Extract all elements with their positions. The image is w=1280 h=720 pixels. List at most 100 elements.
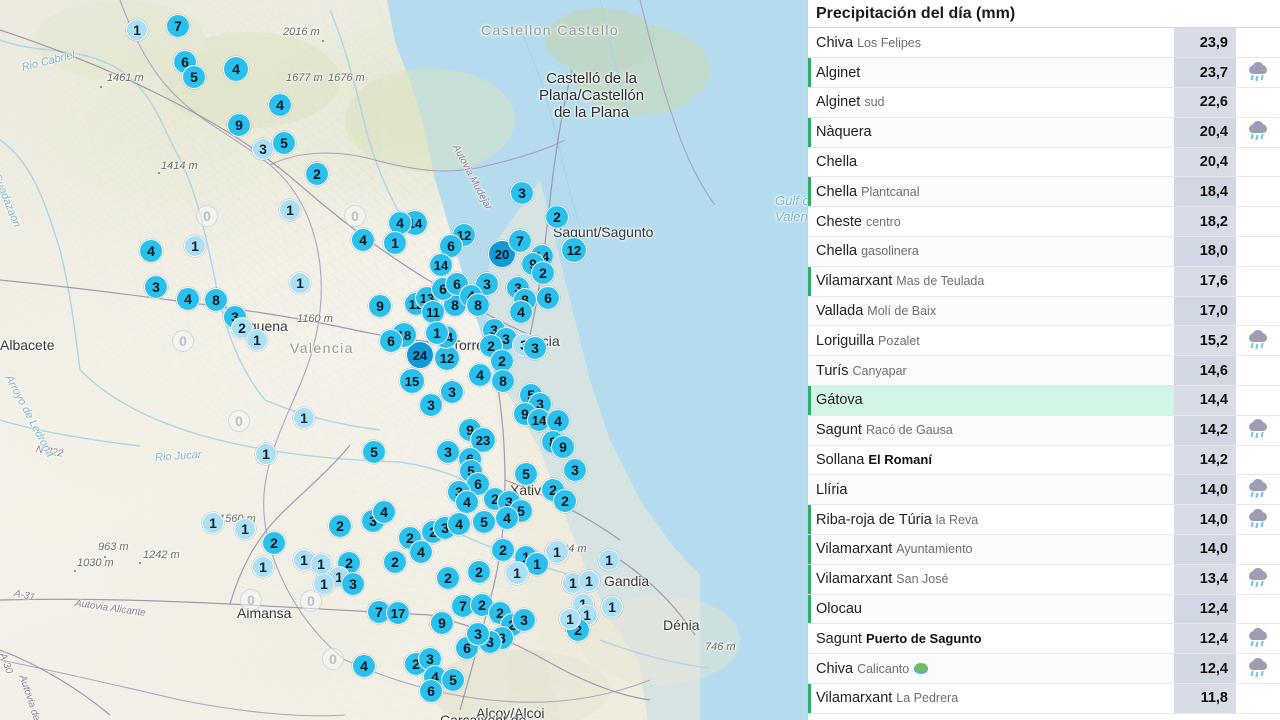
map-station-marker[interactable]: 4: [351, 228, 375, 252]
table-row[interactable]: Riba-roja de Túria la Reva 14,0: [808, 504, 1280, 536]
webcam-icon[interactable]: [914, 662, 929, 674]
map-station-marker[interactable]: 1: [505, 561, 529, 585]
table-row[interactable]: Alginet sud 22,6: [808, 87, 1280, 118]
table-row[interactable]: Turís Canyapar 14,6: [808, 355, 1280, 387]
map-station-marker[interactable]: 5: [272, 131, 296, 155]
table-row[interactable]: Chella 20,4: [808, 147, 1280, 178]
map-station-marker[interactable]: 1: [246, 329, 268, 351]
map-station-marker[interactable]: 1: [559, 608, 581, 630]
map-station-marker[interactable]: 0: [228, 410, 250, 432]
map-station-marker[interactable]: 5: [514, 462, 538, 486]
map-station-marker[interactable]: 2: [436, 566, 460, 590]
map-station-marker[interactable]: 8: [466, 293, 490, 317]
map-station-marker[interactable]: 6: [466, 472, 490, 496]
map-station-marker[interactable]: 1: [126, 19, 148, 41]
map-station-marker[interactable]: 1: [601, 596, 623, 618]
map-station-marker[interactable]: 7: [508, 229, 532, 253]
table-row[interactable]: Vilamarxant La Pedrera 11,8: [808, 683, 1280, 714]
map-station-marker[interactable]: 3: [341, 572, 365, 596]
map-station-marker[interactable]: 6: [536, 286, 560, 310]
map-station-marker[interactable]: 15: [399, 368, 425, 394]
map-station-marker[interactable]: 4: [176, 287, 200, 311]
map-station-marker[interactable]: 1: [293, 407, 315, 429]
map-station-marker[interactable]: 2: [553, 489, 577, 513]
map-station-marker[interactable]: 1: [545, 540, 569, 564]
map-station-marker[interactable]: 8: [204, 288, 228, 312]
map-station-marker[interactable]: 3: [510, 181, 534, 205]
map-station-marker[interactable]: 1: [252, 556, 274, 578]
map-station-marker[interactable]: 5: [362, 440, 386, 464]
map-station-marker[interactable]: 9: [551, 435, 575, 459]
map-station-marker[interactable]: 14: [429, 253, 453, 277]
map-station-marker[interactable]: 1: [202, 512, 224, 534]
map-station-marker[interactable]: 1: [279, 199, 301, 221]
map-station-marker[interactable]: 2: [262, 531, 286, 555]
map-station-marker[interactable]: 3: [252, 138, 274, 160]
map-station-marker[interactable]: 0: [344, 205, 366, 227]
map-station-marker[interactable]: 5: [441, 668, 465, 692]
map-station-marker[interactable]: 0: [172, 330, 194, 352]
precipitation-map[interactable]: Castellon Castello Castelló de la Plana/C…: [0, 0, 807, 720]
map-station-marker[interactable]: 12: [561, 237, 587, 263]
map-station-marker[interactable]: 6: [379, 329, 403, 353]
map-station-marker[interactable]: 2: [545, 205, 569, 229]
map-station-marker[interactable]: 1: [184, 235, 206, 257]
map-station-marker[interactable]: 2: [305, 162, 329, 186]
map-station-marker[interactable]: 0: [196, 205, 218, 227]
map-station-marker[interactable]: 3: [512, 608, 536, 632]
map-station-marker[interactable]: 4: [495, 506, 519, 530]
table-row[interactable]: Chella gasolinera 18,0: [808, 236, 1280, 267]
map-station-marker[interactable]: 4: [139, 239, 163, 263]
map-station-marker[interactable]: 4: [352, 654, 376, 678]
table-row[interactable]: Chella Plantcanal 18,4: [808, 176, 1280, 208]
map-station-marker[interactable]: 1: [578, 570, 600, 592]
map-station-marker[interactable]: 4: [268, 93, 292, 117]
map-station-marker[interactable]: 6: [419, 679, 443, 703]
table-row[interactable]: Vilamarxant San José 13,4: [808, 564, 1280, 595]
map-station-marker[interactable]: 3: [563, 458, 587, 482]
map-station-marker[interactable]: 9: [227, 113, 251, 137]
map-station-marker[interactable]: 3: [440, 380, 464, 404]
table-row[interactable]: Olocau 12,4: [808, 594, 1280, 625]
map-station-marker[interactable]: 4: [455, 490, 479, 514]
table-row[interactable]: Chiva Calicanto 12,4: [808, 653, 1280, 685]
table-row[interactable]: Sagunt Puerto de Sagunto 12,4: [808, 623, 1280, 655]
map-station-marker[interactable]: 3: [523, 336, 547, 360]
table-row[interactable]: Vilamarxant Mas de Teulada 17,6: [808, 266, 1280, 297]
map-station-marker[interactable]: 9: [368, 294, 392, 318]
map-station-marker[interactable]: 14: [527, 408, 551, 432]
map-station-marker[interactable]: 4: [372, 500, 396, 524]
map-station-marker[interactable]: 0: [300, 590, 322, 612]
table-row[interactable]: Sollana El Romaní 14,2: [808, 445, 1280, 476]
table-row[interactable]: Cheste centro 18,2: [808, 206, 1280, 238]
map-station-marker[interactable]: 0: [322, 648, 344, 670]
map-station-marker[interactable]: 2: [491, 538, 515, 562]
table-row[interactable]: Alginet 23,7: [808, 57, 1280, 89]
map-station-marker[interactable]: 9: [430, 611, 454, 635]
map-station-marker[interactable]: 4: [468, 363, 492, 387]
map-station-marker[interactable]: 3: [436, 440, 460, 464]
table-row[interactable]: Sagunt Racó de Gausa 14,2: [808, 415, 1280, 446]
map-station-marker[interactable]: 7: [166, 14, 190, 38]
map-station-marker[interactable]: 2: [328, 514, 352, 538]
map-station-marker[interactable]: 4: [409, 540, 433, 564]
table-row[interactable]: Chiva Los Felipes 23,9: [808, 28, 1280, 59]
map-station-marker[interactable]: 1: [289, 272, 311, 294]
map-station-marker[interactable]: 2: [467, 560, 491, 584]
map-station-marker[interactable]: 4: [509, 300, 533, 324]
map-station-marker[interactable]: 1: [255, 443, 277, 465]
table-row[interactable]: Vallada Molí de Baix 17,0: [808, 296, 1280, 327]
map-station-marker[interactable]: 1: [313, 573, 335, 595]
map-station-marker[interactable]: 5: [182, 65, 206, 89]
map-station-marker[interactable]: 8: [491, 369, 515, 393]
map-station-marker[interactable]: 3: [144, 275, 168, 299]
map-station-marker[interactable]: 3: [419, 393, 443, 417]
map-station-marker[interactable]: 5: [472, 510, 496, 534]
table-row[interactable]: Gátova 14,4: [808, 385, 1280, 416]
map-station-marker[interactable]: 0: [240, 589, 262, 611]
map-station-marker[interactable]: 2: [383, 550, 407, 574]
map-station-marker[interactable]: 4: [388, 211, 412, 235]
map-station-marker[interactable]: 17: [386, 601, 410, 625]
precipitation-panel[interactable]: Precipitación del día (mm) Chiva Los Feli…: [807, 0, 1280, 720]
map-station-marker[interactable]: 3: [466, 622, 490, 646]
